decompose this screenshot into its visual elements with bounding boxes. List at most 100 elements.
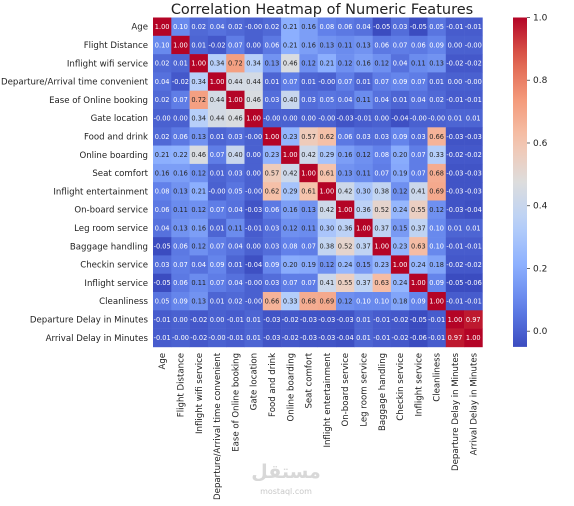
cell-value-label: 0.03 [155, 261, 170, 269]
cell-value-label: 0.10 [155, 41, 170, 49]
heatmap-cell [372, 72, 392, 91]
cell-value-label: 0.06 [374, 41, 389, 49]
heatmap-cell [262, 90, 282, 110]
heatmap-cell [336, 255, 355, 274]
cell-value-label: 0.34 [191, 78, 206, 86]
heatmap-cell [226, 54, 245, 73]
heatmap-cell [281, 310, 300, 329]
cell-value-label: -0.00 [154, 114, 171, 122]
heatmap-cell [262, 109, 282, 128]
heatmap-cell [317, 237, 337, 256]
cell-value-label: 0.01 [246, 334, 261, 342]
cell-value-label: 0.18 [429, 261, 444, 269]
cell-value-label: 1.00 [429, 297, 444, 305]
heatmap-cell [244, 310, 264, 329]
cell-value-label: 0.02 [155, 60, 170, 68]
cell-value-label: 0.16 [301, 23, 316, 31]
cell-value-label: -0.03 [263, 316, 280, 324]
colorbar-tick-label: 0.4 [533, 202, 548, 212]
cell-value-label: 0.62 [265, 188, 280, 196]
heatmap-cell [189, 237, 209, 256]
heatmap-cell [354, 72, 373, 91]
cell-value-label: 0.55 [338, 279, 353, 287]
cell-value-label: 0.34 [191, 114, 206, 122]
heatmap-cell [354, 310, 373, 329]
cell-value-label: 0.07 [210, 206, 225, 214]
heatmap-cell [336, 72, 355, 91]
heatmap-cell [445, 72, 465, 91]
cell-value-label: 0.08 [283, 243, 298, 251]
cell-value-label: 0.11 [411, 60, 426, 68]
heatmap-cell [390, 182, 410, 201]
cell-value-label: 0.00 [448, 41, 463, 49]
cell-value-label: 0.24 [411, 261, 426, 269]
cell-value-label: 0.09 [265, 261, 280, 269]
cell-value-label: 0.63 [374, 279, 389, 287]
y-tick-label: Cleanliness [99, 297, 148, 307]
heatmap-cell [153, 109, 172, 128]
heatmap-cell [354, 35, 373, 55]
heatmap-cell [317, 182, 337, 201]
cell-value-label: 1.00 [246, 114, 261, 122]
cell-value-label: -0.01 [465, 243, 482, 251]
cell-value-label: -0.04 [337, 334, 354, 342]
heatmap-cell [189, 145, 209, 165]
cell-value-label: 1.00 [228, 96, 243, 104]
cell-value-label: 0.23 [265, 151, 280, 159]
y-tick-label: Baggage handling [70, 242, 148, 252]
heatmap-cell [464, 90, 483, 110]
heatmap-cell [390, 255, 410, 274]
cell-value-label: 0.04 [191, 261, 206, 269]
cell-value-label: 0.06 [265, 206, 280, 214]
heatmap-cell [390, 163, 410, 183]
heatmap-cell [207, 273, 227, 293]
heatmap-cell [317, 273, 337, 293]
heatmap-cell [171, 109, 190, 128]
heatmap-cell [336, 218, 355, 238]
cell-value-label: -0.01 [465, 297, 482, 305]
y-tick-label: On-board service [74, 206, 148, 216]
heatmap-cell [464, 310, 483, 329]
heatmap-cell [390, 54, 410, 73]
cell-value-label: 0.04 [155, 78, 170, 86]
heatmap-cell [354, 109, 373, 128]
cell-value-label: 0.21 [320, 60, 335, 68]
heatmap-cell [409, 255, 428, 274]
heatmap-cell [281, 54, 300, 73]
heatmap-cell [281, 163, 300, 183]
cell-value-label: 1.00 [393, 261, 408, 269]
heatmap-cell [427, 109, 447, 128]
heatmap-cell [189, 182, 209, 201]
cell-value-label: 0.42 [338, 188, 353, 196]
cell-value-label: 0.02 [228, 297, 243, 305]
heatmap-cell [445, 163, 465, 183]
heatmap-cell [207, 310, 227, 329]
heatmap-cell [189, 218, 209, 238]
cell-value-label: 0.22 [173, 151, 188, 159]
heatmap-cell [390, 310, 410, 329]
cell-value-label: 0.07 [338, 78, 353, 86]
heatmap-cell [207, 35, 227, 55]
cell-value-label: 0.01 [173, 60, 188, 68]
heatmap-cell [207, 90, 227, 110]
heatmap-cell [427, 17, 447, 37]
cell-value-label: -0.01 [227, 334, 244, 342]
heatmap-cell [464, 182, 483, 201]
heatmap-cell [390, 273, 410, 293]
cell-value-label: -0.00 [172, 334, 189, 342]
heatmap-cell [336, 127, 355, 146]
heatmap-cell [354, 182, 373, 201]
heatmap-cell [171, 72, 190, 91]
cell-value-label: -0.01 [373, 334, 390, 342]
heatmap-cell [299, 200, 318, 220]
cell-value-label: 0.00 [246, 41, 261, 49]
heatmap-cell [299, 17, 318, 37]
cell-value-label: 0.05 [155, 297, 170, 305]
cell-value-label: 0.16 [173, 169, 188, 177]
cell-value-label: 0.24 [338, 261, 353, 269]
heatmap-cell [336, 17, 355, 37]
cell-value-label: 1.00 [356, 224, 371, 232]
heatmap-cell [171, 237, 190, 256]
heatmap-cell [207, 328, 227, 348]
heatmap-cell [445, 90, 465, 110]
